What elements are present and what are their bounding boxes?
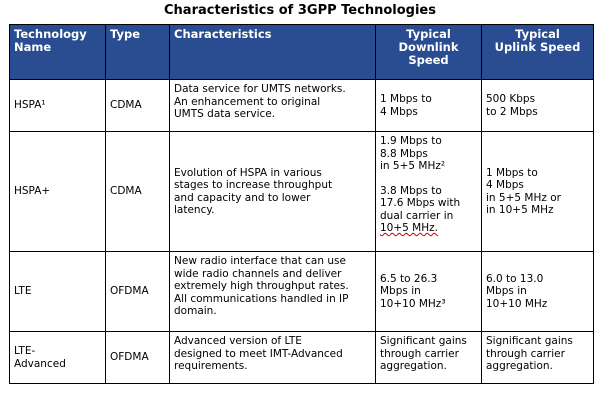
cell-uplink-speed: 1 Mbps to 4 Mbps in 5+5 MHz or in 10+5 M… <box>481 131 594 252</box>
table-row: LTE- Advanced OFDMA Advanced version of … <box>9 331 594 384</box>
cell-characteristics: Advanced version of LTE designed to meet… <box>169 331 376 384</box>
cell-type: OFDMA <box>105 331 170 384</box>
cell-downlink-speed: Significant gains through carrier aggreg… <box>375 331 482 384</box>
header-characteristics: Characteristics <box>169 24 376 80</box>
header-row: Technology Name Type Characteristics Typ… <box>9 24 594 80</box>
cell-characteristics: New radio interface that can use wide ra… <box>169 251 376 332</box>
cell-technology-name: HSPA+ <box>9 131 106 252</box>
cell-uplink-speed: Significant gains through carrier aggreg… <box>481 331 594 384</box>
cell-characteristics: Data service for UMTS networks. An enhan… <box>169 79 376 132</box>
cell-technology-name: HSPA¹ <box>9 79 106 132</box>
cell-technology-name: LTE- Advanced <box>9 331 106 384</box>
cell-technology-name: LTE <box>9 251 106 332</box>
table-row: HSPA¹ CDMA Data service for UMTS network… <box>9 79 594 132</box>
table-row: LTE OFDMA New radio interface that can u… <box>9 251 594 332</box>
technologies-table: Technology Name Type Characteristics Typ… <box>9 24 594 384</box>
header-downlink-speed: Typical Downlink Speed <box>375 24 482 80</box>
header-technology-name: Technology Name <box>9 24 106 80</box>
cell-downlink-speed: 1 Mbps to 4 Mbps <box>375 79 482 132</box>
cell-type: CDMA <box>105 79 170 132</box>
cell-type: CDMA <box>105 131 170 252</box>
cell-downlink-speed: 1.9 Mbps to 8.8 Mbps in 5+5 MHz² 3.8 Mbp… <box>375 131 482 252</box>
cell-uplink-speed: 500 Kbps to 2 Mbps <box>481 79 594 132</box>
header-type: Type <box>105 24 170 80</box>
table-row: HSPA+ CDMA Evolution of HSPA in various … <box>9 131 594 252</box>
cell-downlink-speed: 6.5 to 26.3 Mbps in 10+10 MHz³ <box>375 251 482 332</box>
header-uplink-speed: Typical Uplink Speed <box>481 24 594 80</box>
cell-characteristics: Evolution of HSPA in various stages to i… <box>169 131 376 252</box>
cell-uplink-speed: 6.0 to 13.0 Mbps in 10+10 MHz <box>481 251 594 332</box>
cell-type: OFDMA <box>105 251 170 332</box>
table-title: Characteristics of 3GPP Technologies <box>164 3 436 18</box>
paragraph-gap <box>380 173 477 185</box>
